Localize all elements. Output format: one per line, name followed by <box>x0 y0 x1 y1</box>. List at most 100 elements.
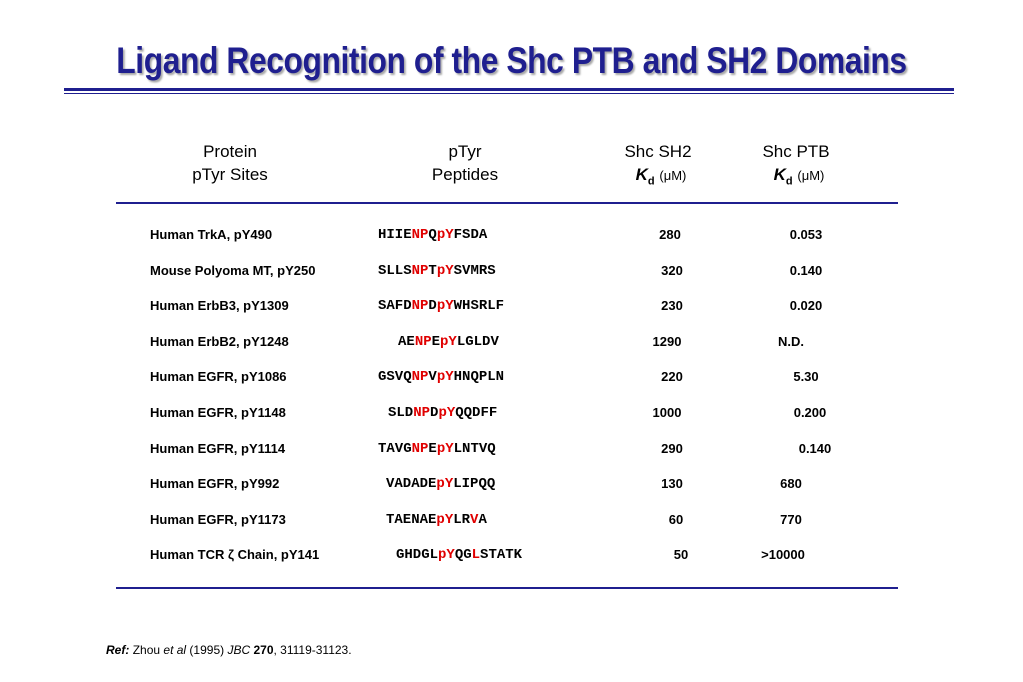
row-ptb-kd: 680 <box>780 476 802 492</box>
peptide-segment: A <box>478 511 487 528</box>
row-peptide: HIIENPQpYFSDA <box>378 227 487 243</box>
peptide-motif: NP <box>413 405 431 421</box>
row-ptb-kd: 0.020 <box>789 298 823 314</box>
header-peptides: pTyr Peptides <box>405 140 525 186</box>
row-site: Human EGFR, pY1173 <box>150 511 286 527</box>
peptide-segment: TAVG <box>378 440 412 457</box>
peptide-segment: AE <box>398 333 415 350</box>
peptide-segment: Q <box>428 227 437 243</box>
row-sh2-kd: 220 <box>661 369 683 385</box>
peptide-segment: T <box>428 262 437 279</box>
peptide-segment: HIIE <box>378 227 412 243</box>
header-protein-line2: pTyr Sites <box>192 165 268 184</box>
peptide-motif: V <box>470 511 479 528</box>
table-row: Mouse Polyoma MT, pY250 SLLSNPTpYSVMRS 320… <box>0 263 1023 283</box>
header-ptb: Shc PTB Kd (μM) <box>738 140 854 193</box>
row-site: Human EGFR, pY1148 <box>150 405 286 420</box>
row-sh2-kd: 1000 <box>652 405 682 420</box>
peptide-segment: E <box>428 440 437 457</box>
row-sh2-kd: 130 <box>661 476 683 492</box>
row-sh2-kd: 290 <box>661 440 683 456</box>
peptide-segment: SAFD <box>378 298 412 315</box>
peptide-motif: NP <box>411 440 429 457</box>
table-row: Human EGFR, pY992 VADADEpYLIPQQ 130 680 <box>0 476 1023 496</box>
row-site: Human EGFR, pY1114 <box>150 440 286 456</box>
peptide-motif: pY <box>436 440 454 457</box>
peptide-motif: pY <box>436 262 454 279</box>
row-peptide: TAENAEpYLRVA <box>386 512 487 528</box>
header-ptb-unit: (μM) <box>797 168 825 183</box>
peptide-segment: SVMRS <box>453 262 496 279</box>
peptide-segment: LIPQQ <box>453 476 496 493</box>
row-sh2-kd: 230 <box>661 298 683 314</box>
peptide-segment: VADADE <box>386 476 437 493</box>
peptide-segment: SLD <box>388 405 414 421</box>
row-peptide: SLDNPDpYQQDFF <box>388 405 497 421</box>
ref-label: Ref: <box>106 643 130 657</box>
header-sh2-kd: Kd (μM) <box>600 163 716 193</box>
peptide-segment: LGLDV <box>456 333 499 350</box>
ref-journal: JBC <box>227 643 251 657</box>
peptide-motif: pY <box>438 547 455 564</box>
row-sh2-kd: 320 <box>661 262 683 278</box>
peptide-segment: TAENAE <box>386 511 437 528</box>
peptide-motif: pY <box>436 227 454 243</box>
peptide-motif: NP <box>411 227 429 243</box>
row-peptide: GHDGLpYQGLSTATK <box>396 547 522 563</box>
peptide-segment: GHDGL <box>396 547 439 564</box>
slide-title: Ligand Recognition of the Shc PTB and SH… <box>116 40 907 81</box>
header-sh2-unit: (μM) <box>659 168 687 183</box>
peptide-segment: LR <box>453 511 471 528</box>
row-ptb-kd: 5.30 <box>793 369 819 385</box>
peptide-segment: HNQPLN <box>453 369 505 386</box>
peptide-motif: L <box>471 547 481 564</box>
peptide-motif: pY <box>438 405 456 421</box>
title-underline <box>64 88 954 91</box>
row-sh2-kd: 60 <box>668 511 684 527</box>
peptide-motif: pY <box>440 333 457 350</box>
row-peptide: VADADEpYLIPQQ <box>386 476 495 492</box>
row-ptb-kd: 0.053 <box>789 227 823 242</box>
row-peptide: TAVGNPEpYLNTVQ <box>378 441 496 457</box>
header-peptides-line1: pTyr <box>448 142 482 161</box>
table-row: Human ErbB3, pY1309 SAFDNPDpYWHSRLF 230 0.0… <box>0 298 1023 318</box>
header-protein-line1: Protein <box>203 142 257 161</box>
peptide-segment: D <box>428 298 437 315</box>
header-ptb-name: Shc PTB <box>762 142 830 161</box>
title-underline-thin <box>64 93 954 94</box>
header-sh2-k: K <box>635 165 648 184</box>
row-sh2-kd: 280 <box>659 227 681 242</box>
peptide-segment: FSDA <box>453 227 488 243</box>
header-sh2-name: Shc SH2 <box>624 142 692 161</box>
row-ptb-kd: 0.200 <box>793 405 827 420</box>
row-sh2-kd: 1290 <box>652 333 682 349</box>
ref-author: Zhou <box>132 643 161 657</box>
row-peptide: AENPEpYLGLDV <box>398 334 499 350</box>
peptide-motif: pY <box>436 298 454 315</box>
peptide-motif: NP <box>411 262 429 279</box>
row-ptb-kd: 0.140 <box>798 440 832 456</box>
row-peptide: GSVQNPVpYHNQPLN <box>378 369 504 385</box>
table-row: Human TCR ζ Chain, pY141 GHDGLpYQGLSTATK 5… <box>0 547 1023 567</box>
peptide-segment: QQDFF <box>455 405 498 421</box>
header-sh2-sub: d <box>647 175 655 188</box>
peptide-segment: LNTVQ <box>453 440 496 457</box>
row-peptide: SLLSNPTpYSVMRS <box>378 263 496 279</box>
row-peptide: SAFDNPDpYWHSRLF <box>378 298 504 314</box>
table-row: Human EGFR, pY1173 TAENAEpYLRVA 60 770 <box>0 512 1023 532</box>
peptide-segment: D <box>430 405 439 421</box>
row-sh2-kd: 50 <box>673 547 689 563</box>
row-ptb-kd: >10000 <box>761 547 805 563</box>
peptide-segment: E <box>431 333 441 350</box>
table-row: Human EGFR, pY1114 TAVGNPEpYLNTVQ 290 0.140 <box>0 441 1023 461</box>
row-site: Human EGFR, pY992 <box>150 476 280 492</box>
row-site: Human ErbB3, pY1309 <box>150 298 289 314</box>
ref-pages: , 31119-31123. <box>273 643 352 657</box>
peptide-segment: V <box>428 369 437 386</box>
peptide-segment: SLLS <box>378 262 412 279</box>
ref-year: (1995) <box>189 643 225 657</box>
header-ptb-k: K <box>773 165 786 184</box>
ref-etal: et al <box>163 643 187 657</box>
peptide-motif: NP <box>411 298 429 315</box>
peptide-segment: QG <box>454 547 472 564</box>
